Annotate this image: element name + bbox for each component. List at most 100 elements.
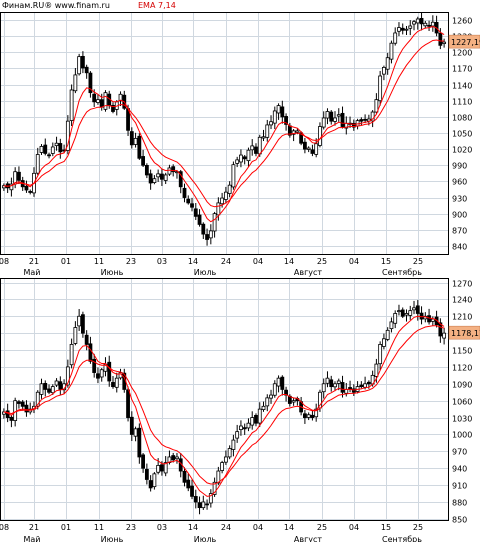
candle [28, 189, 33, 195]
candle [186, 473, 191, 492]
candle [186, 195, 191, 205]
candle [415, 300, 420, 321]
x-day-label: 08 [0, 523, 9, 532]
y-tick-label: 850 [452, 516, 467, 525]
x-day-label: 11 [94, 257, 104, 266]
candle [84, 64, 89, 79]
x-day-label: 08 [0, 257, 9, 266]
candle [314, 138, 319, 158]
candle [69, 338, 74, 369]
candle [419, 306, 424, 325]
candle [148, 475, 153, 492]
candle [359, 381, 364, 389]
candle [385, 52, 390, 75]
candle [175, 452, 179, 464]
candle [276, 375, 281, 393]
candle [302, 137, 307, 154]
candle [235, 156, 240, 168]
candle [84, 330, 89, 351]
x-day-label: 03 [157, 257, 167, 266]
candle [77, 309, 82, 331]
candle [333, 111, 337, 126]
candle [190, 197, 194, 212]
x-day-label: 21 [29, 257, 39, 266]
plot-frame [0, 278, 449, 521]
candle [291, 129, 296, 142]
last-price-box [448, 34, 480, 49]
candle [50, 142, 55, 157]
candle [47, 384, 51, 395]
y-tick-label: 1090 [452, 381, 472, 390]
y-tick-label: 840 [452, 243, 467, 252]
candle [77, 53, 82, 76]
candle [1, 408, 6, 419]
candle [144, 463, 149, 485]
candle [220, 460, 225, 474]
candle [103, 357, 108, 377]
candle [43, 380, 48, 397]
candle [69, 84, 74, 127]
x-month-label: Август [294, 268, 323, 277]
x-day-label: 25 [413, 257, 423, 266]
y-tick-label: 930 [452, 195, 467, 204]
candle [348, 380, 352, 393]
y-tick-label: 870 [452, 227, 467, 236]
candle [434, 15, 439, 37]
y-tick-label: 1030 [452, 415, 472, 424]
x-day-label: 04 [253, 257, 263, 266]
candle [272, 380, 277, 398]
candle [374, 93, 379, 114]
last-price-label: 1178,17 [451, 329, 480, 338]
y-tick-label: 1270 [452, 280, 472, 289]
candle [96, 367, 100, 384]
candle [80, 311, 85, 338]
candle [197, 209, 202, 227]
candle [24, 180, 29, 193]
candle [152, 175, 157, 185]
candle [96, 93, 100, 105]
candle [254, 143, 258, 157]
candle [321, 111, 326, 130]
candle [35, 390, 40, 410]
candle [24, 400, 29, 417]
x-month-label: Сентябрь [382, 268, 422, 277]
candle [58, 376, 63, 395]
candle [223, 186, 228, 204]
x-month-label: Июль [194, 268, 217, 277]
candle [208, 224, 213, 245]
candle [133, 426, 138, 442]
candle [9, 414, 14, 428]
candle [336, 108, 341, 122]
candle [190, 479, 194, 500]
candle [152, 472, 157, 490]
candle [325, 108, 330, 125]
y-tick-label: 1050 [452, 130, 472, 139]
candle [28, 402, 33, 415]
candle [208, 489, 213, 508]
candle [178, 169, 183, 194]
candle [242, 423, 247, 435]
y-tick-label: 970 [452, 448, 467, 457]
candle [351, 119, 356, 131]
candle [122, 90, 127, 110]
candle [408, 305, 413, 320]
candle [318, 122, 322, 148]
y-tick-label: 1200 [452, 49, 472, 58]
candle [50, 384, 55, 395]
candle [231, 161, 236, 190]
ema-slow-line [3, 325, 445, 485]
candle [442, 327, 447, 345]
candle [412, 19, 416, 31]
candle [340, 106, 345, 129]
x-month-label: Июнь [101, 535, 124, 542]
candle [73, 68, 78, 94]
candle [423, 20, 428, 29]
y-tick-label: 1000 [452, 431, 472, 440]
candle [129, 411, 134, 441]
candle [114, 100, 119, 116]
candle [385, 327, 390, 342]
candle [148, 169, 153, 190]
y-tick-label: 900 [452, 211, 467, 220]
candle [280, 375, 285, 396]
candle [103, 90, 108, 112]
